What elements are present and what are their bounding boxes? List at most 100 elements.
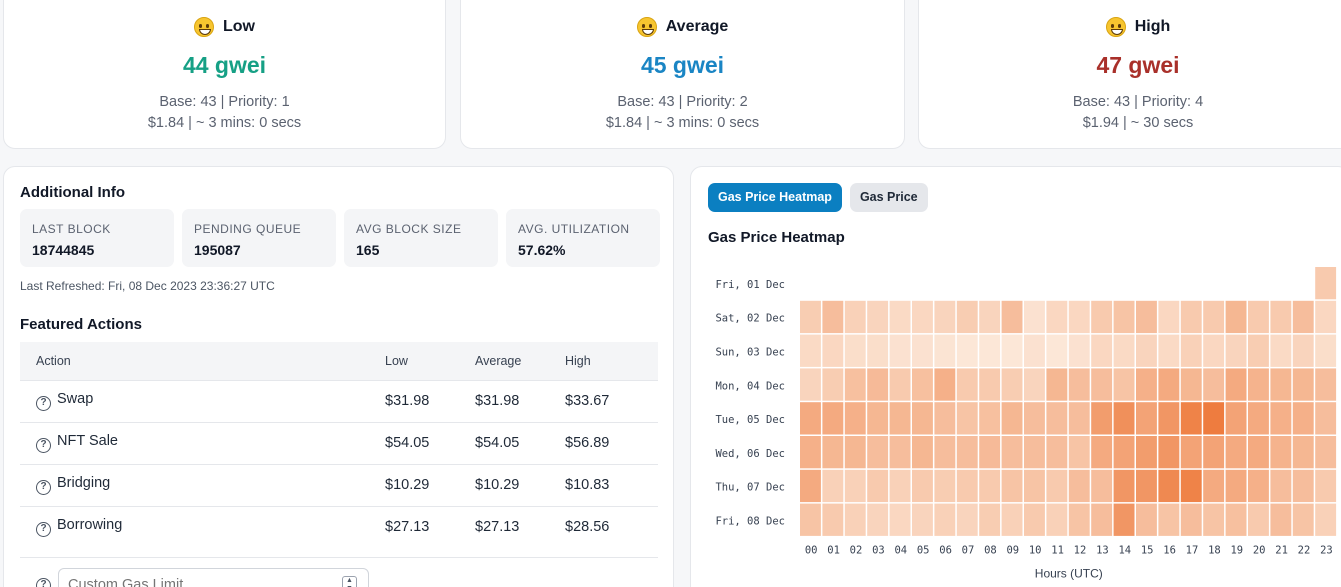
heatmap-cell[interactable] <box>1203 368 1225 401</box>
heatmap-cell[interactable] <box>1024 300 1045 334</box>
heatmap-cell[interactable] <box>1001 368 1023 401</box>
heatmap-cell[interactable] <box>1091 469 1113 503</box>
heatmap-cell[interactable] <box>1248 334 1269 367</box>
heatmap-cell[interactable] <box>889 436 911 469</box>
heatmap-cell[interactable] <box>1315 503 1337 536</box>
heatmap-cell[interactable] <box>1046 503 1068 536</box>
heatmap-cell[interactable] <box>1001 334 1023 367</box>
heatmap-cell[interactable] <box>844 402 866 435</box>
heatmap-cell[interactable] <box>1091 368 1113 401</box>
heatmap-cell[interactable] <box>1203 503 1225 536</box>
heatmap-cell[interactable] <box>1136 436 1157 469</box>
heatmap-cell[interactable] <box>912 300 933 334</box>
heatmap-cell[interactable] <box>1136 300 1157 334</box>
heatmap-cell[interactable] <box>934 368 956 401</box>
heatmap-cell[interactable] <box>1046 300 1068 334</box>
heatmap-cell[interactable] <box>1248 503 1269 536</box>
heatmap-cell[interactable] <box>956 402 978 435</box>
heatmap-cell[interactable] <box>1315 300 1337 334</box>
heatmap-cell[interactable] <box>1046 469 1068 503</box>
heatmap-cell[interactable] <box>1180 402 1202 435</box>
heatmap-cell[interactable] <box>1180 436 1202 469</box>
heatmap-cell[interactable] <box>1113 334 1135 367</box>
heatmap-cell[interactable] <box>822 368 844 401</box>
heatmap-cell[interactable] <box>822 334 844 367</box>
heatmap-cell[interactable] <box>1136 469 1157 503</box>
heatmap-cell[interactable] <box>1248 368 1269 401</box>
heatmap-cell[interactable] <box>867 436 889 469</box>
heatmap-cell[interactable] <box>1136 503 1157 536</box>
help-icon[interactable]: ? <box>36 396 51 411</box>
heatmap-cell[interactable] <box>934 402 956 435</box>
heatmap-cell[interactable] <box>912 503 933 536</box>
heatmap-cell[interactable] <box>1270 300 1292 334</box>
heatmap-cell[interactable] <box>1158 503 1180 536</box>
heatmap-cell[interactable] <box>1046 334 1068 367</box>
heatmap-cell[interactable] <box>1068 300 1090 334</box>
heatmap-cell[interactable] <box>822 469 844 503</box>
heatmap-cell[interactable] <box>1024 368 1045 401</box>
heatmap-cell[interactable] <box>800 402 821 435</box>
heatmap-cell[interactable] <box>867 368 889 401</box>
heatmap-cell[interactable] <box>1001 402 1023 435</box>
heatmap-cell[interactable] <box>1292 368 1314 401</box>
heatmap-cell[interactable] <box>1270 469 1292 503</box>
heatmap-cell[interactable] <box>800 334 821 367</box>
heatmap-cell[interactable] <box>1068 368 1090 401</box>
heatmap-cell[interactable] <box>979 402 1001 435</box>
tab-gas-price-heatmap[interactable]: Gas Price Heatmap <box>708 183 842 212</box>
heatmap-cell[interactable] <box>800 503 821 536</box>
heatmap-cell[interactable] <box>956 503 978 536</box>
heatmap-cell[interactable] <box>1270 436 1292 469</box>
heatmap-cell[interactable] <box>979 436 1001 469</box>
heatmap-cell[interactable] <box>1113 300 1135 334</box>
heatmap-cell[interactable] <box>1292 469 1314 503</box>
heatmap-cell[interactable] <box>867 469 889 503</box>
heatmap-cell[interactable] <box>822 436 844 469</box>
heatmap-cell[interactable] <box>1136 402 1157 435</box>
heatmap-cell[interactable] <box>912 436 933 469</box>
heatmap-cell[interactable] <box>1225 469 1247 503</box>
heatmap-cell[interactable] <box>1270 503 1292 536</box>
heatmap-cell[interactable] <box>1203 436 1225 469</box>
heatmap-cell[interactable] <box>889 334 911 367</box>
heatmap-cell[interactable] <box>1113 436 1135 469</box>
heatmap-cell[interactable] <box>1158 368 1180 401</box>
heatmap-cell[interactable] <box>1158 334 1180 367</box>
heatmap-cell[interactable] <box>1113 368 1135 401</box>
help-icon[interactable]: ? <box>36 578 51 587</box>
heatmap-cell[interactable] <box>1180 334 1202 367</box>
heatmap-cell[interactable] <box>889 300 911 334</box>
heatmap-cell[interactable] <box>1292 334 1314 367</box>
heatmap-cell[interactable] <box>889 368 911 401</box>
heatmap-cell[interactable] <box>956 334 978 367</box>
heatmap-cell[interactable] <box>867 503 889 536</box>
heatmap-cell[interactable] <box>1225 300 1247 334</box>
heatmap-cell[interactable] <box>1091 503 1113 536</box>
heatmap-cell[interactable] <box>1292 436 1314 469</box>
heatmap-cell[interactable] <box>979 300 1001 334</box>
heatmap-cell[interactable] <box>1068 469 1090 503</box>
heatmap-cell[interactable] <box>844 334 866 367</box>
heatmap-cell[interactable] <box>1315 334 1337 367</box>
heatmap-cell[interactable] <box>1203 469 1225 503</box>
heatmap-cell[interactable] <box>1225 368 1247 401</box>
heatmap-cell[interactable] <box>1292 300 1314 334</box>
heatmap-cell[interactable] <box>1225 402 1247 435</box>
heatmap-cell[interactable] <box>934 300 956 334</box>
heatmap-cell[interactable] <box>934 334 956 367</box>
heatmap-cell[interactable] <box>1225 503 1247 536</box>
heatmap-cell[interactable] <box>1068 334 1090 367</box>
heatmap-cell[interactable] <box>956 300 978 334</box>
heatmap-cell[interactable] <box>1024 503 1045 536</box>
heatmap-cell[interactable] <box>1024 469 1045 503</box>
heatmap-cell[interactable] <box>822 300 844 334</box>
heatmap-cell[interactable] <box>1292 503 1314 536</box>
heatmap-cell[interactable] <box>1158 300 1180 334</box>
heatmap-cell[interactable] <box>979 368 1001 401</box>
heatmap-cell[interactable] <box>1248 469 1269 503</box>
heatmap-cell[interactable] <box>844 469 866 503</box>
heatmap-cell[interactable] <box>1001 300 1023 334</box>
heatmap-cell[interactable] <box>1091 334 1113 367</box>
heatmap-cell[interactable] <box>979 503 1001 536</box>
